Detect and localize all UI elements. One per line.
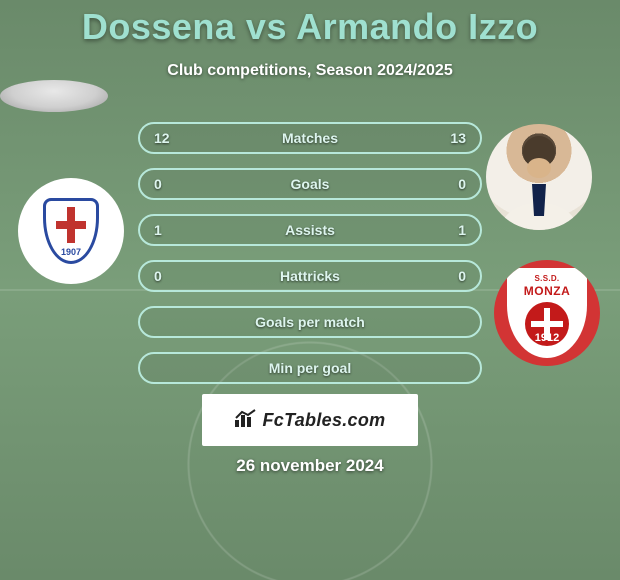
comparison-subtitle: Club competitions, Season 2024/2025 [0, 62, 620, 80]
stat-label: Goals per match [194, 314, 426, 330]
player-left-avatar [0, 80, 108, 112]
stat-right-value: 13 [426, 130, 466, 146]
stat-row: 1Assists1 [138, 214, 482, 246]
player-right-silhouette-icon [486, 124, 592, 230]
monza-year: 1912 [525, 332, 569, 344]
stat-left-value: 12 [154, 130, 194, 146]
stat-row: Min per goal [138, 352, 482, 384]
brand-text: FcTables.com [263, 410, 386, 431]
como-shield: 1907 [43, 198, 99, 264]
stat-row: 0Hattricks0 [138, 260, 482, 292]
stat-right-value: 0 [426, 176, 466, 192]
stat-row: 0Goals0 [138, 168, 482, 200]
brand-chart-icon [235, 409, 257, 432]
comparison-title: Dossena vs Armando Izzo [0, 0, 620, 48]
como-year: 1907 [46, 247, 96, 257]
club-right-badge: S.S.D. MONZA 1912 [494, 260, 600, 366]
brand-box: FcTables.com [202, 394, 418, 446]
stat-left-value: 1 [154, 222, 194, 238]
stat-row: 12Matches13 [138, 122, 482, 154]
stat-left-value: 0 [154, 176, 194, 192]
stat-label: Assists [194, 222, 426, 238]
stat-right-value: 1 [426, 222, 466, 238]
stat-label: Hattricks [194, 268, 426, 284]
stat-row: Goals per match [138, 306, 482, 338]
snapshot-date: 26 november 2024 [0, 456, 620, 476]
monza-top-text: S.S.D. [535, 274, 560, 283]
stat-label: Min per goal [194, 360, 426, 376]
monza-circle-icon: 1912 [525, 302, 569, 346]
stat-left-value: 0 [154, 268, 194, 284]
player-right-avatar [486, 124, 592, 230]
stat-right-value: 0 [426, 268, 466, 284]
stats-container: 12Matches130Goals01Assists10Hattricks0Go… [138, 122, 482, 398]
como-cross-icon [56, 207, 86, 243]
stat-label: Matches [194, 130, 426, 146]
monza-name: MONZA [524, 284, 571, 298]
stat-label: Goals [194, 176, 426, 192]
club-left-badge: 1907 [18, 178, 124, 284]
monza-shield: S.S.D. MONZA 1912 [507, 268, 587, 358]
